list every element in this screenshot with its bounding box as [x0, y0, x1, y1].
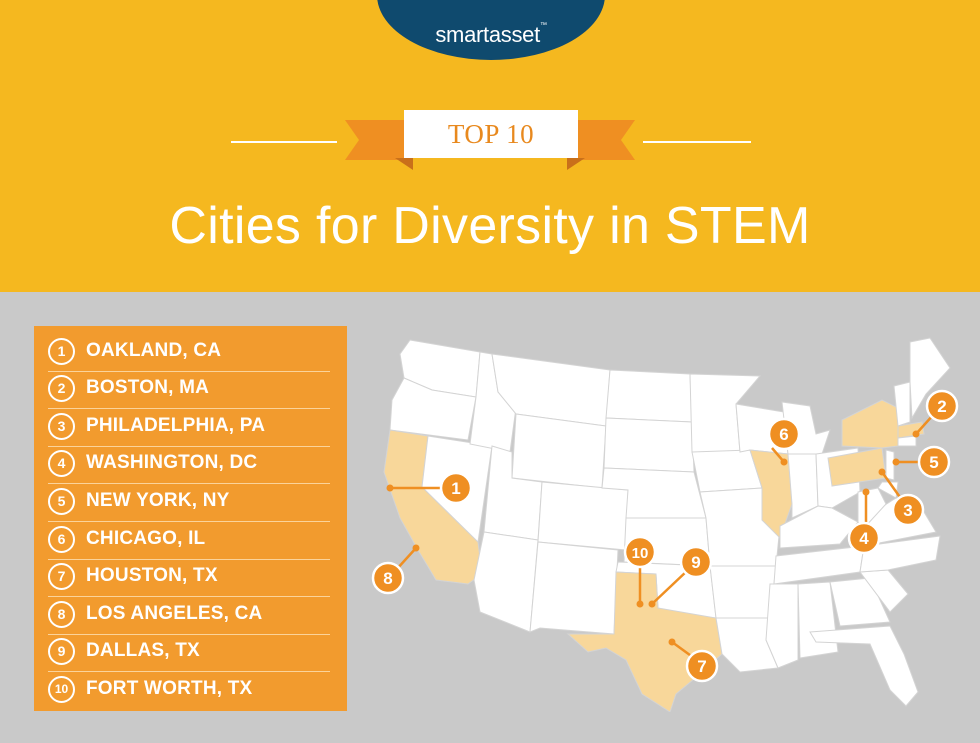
- state-colorado: [537, 481, 629, 551]
- city-name: CHICAGO, IL: [86, 528, 206, 549]
- marker-2: 2: [912, 389, 959, 438]
- list-item: 1 OAKLAND, CA: [48, 334, 330, 372]
- divider: [48, 671, 330, 672]
- list-item: 2 BOSTON, MA: [48, 371, 330, 409]
- list-item: 3 PHILADELPHIA, PA: [48, 409, 330, 447]
- state-new-jersey: [885, 449, 895, 481]
- marker-label: 7: [697, 657, 706, 676]
- city-name: HOUSTON, TX: [86, 565, 218, 586]
- title-rule-right: [643, 141, 751, 143]
- state-wyoming: [511, 413, 607, 489]
- divider: [48, 634, 330, 635]
- marker-9: 9: [648, 545, 713, 608]
- marker-label: 2: [937, 397, 946, 416]
- state-texas: [566, 571, 723, 712]
- header-band: smartasset™ TOP 10 Cities for Diversity …: [0, 0, 980, 292]
- title-rule-left: [231, 141, 337, 143]
- rank-number: 4: [48, 450, 75, 477]
- divider: [48, 559, 330, 560]
- list-item: 9 DALLAS, TX: [48, 634, 330, 672]
- marker-label: 6: [779, 425, 788, 444]
- rank-number: 5: [48, 488, 75, 515]
- city-name: DALLAS, TX: [86, 640, 200, 661]
- trademark-mark: ™: [539, 22, 547, 29]
- city-name: FORT WORTH, TX: [86, 678, 253, 699]
- marker-label: 8: [383, 569, 392, 588]
- state-arizona: [473, 531, 539, 633]
- rank-number: 10: [48, 676, 75, 703]
- divider: [48, 371, 330, 372]
- state-alabama: [797, 581, 839, 659]
- state-tennessee: [773, 545, 865, 585]
- city-name: LOS ANGELES, CA: [86, 603, 263, 624]
- top-10-badge: TOP 10: [404, 110, 578, 158]
- state-florida: [809, 625, 919, 707]
- marker-5: 5: [892, 445, 951, 479]
- list-item: 5 NEW YORK, NY: [48, 484, 330, 522]
- rank-number: 8: [48, 601, 75, 628]
- state-new-york: [841, 399, 899, 449]
- state-new-mexico: [529, 541, 619, 635]
- map-markers: 1 2 3 4: [371, 389, 959, 683]
- state-north-carolina: [859, 535, 941, 573]
- list-item: 4 WASHINGTON, DC: [48, 446, 330, 484]
- rank-number: 2: [48, 375, 75, 402]
- divider: [48, 596, 330, 597]
- state-south-dakota: [603, 417, 695, 473]
- marker-8: 8: [371, 544, 420, 595]
- list-item: 7 HOUSTON, TX: [48, 559, 330, 597]
- marker-label: 1: [451, 479, 460, 498]
- logo-text: smartasset: [435, 22, 540, 47]
- state-connecticut: [897, 435, 917, 447]
- city-name: BOSTON, MA: [86, 377, 210, 398]
- marker-label: 3: [903, 501, 912, 520]
- marker-7: 7: [668, 638, 719, 683]
- marker-label: 10: [632, 545, 649, 562]
- city-name: OAKLAND, CA: [86, 340, 222, 361]
- state-mississippi: [765, 583, 799, 669]
- ranking-list: 1 OAKLAND, CA 2 BOSTON, MA 3 PHILADELPHI…: [34, 326, 347, 711]
- marker-6: 6: [767, 417, 801, 466]
- rank-number: 9: [48, 638, 75, 665]
- marker-1: 1: [386, 471, 473, 505]
- marker-label: 9: [691, 553, 700, 572]
- state-vermont: [893, 381, 911, 427]
- state-arkansas: [709, 565, 777, 619]
- us-map: 1 2 3 4: [371, 337, 959, 712]
- divider: [48, 483, 330, 484]
- state-maine: [909, 337, 951, 420]
- state-north-dakota: [605, 369, 693, 423]
- city-name: NEW YORK, NY: [86, 490, 230, 511]
- smartasset-logo: smartasset™: [377, 22, 605, 48]
- list-item: 10 FORT WORTH, TX: [48, 672, 330, 709]
- divider: [48, 521, 330, 522]
- list-item: 6 CHICAGO, IL: [48, 522, 330, 560]
- ribbon-banner: [345, 120, 635, 170]
- list-item: 8 LOS ANGELES, CA: [48, 597, 330, 635]
- rank-number: 6: [48, 526, 75, 553]
- divider: [48, 446, 330, 447]
- marker-10: 10: [623, 535, 657, 608]
- page-title: Cities for Diversity in STEM: [169, 197, 811, 255]
- divider: [48, 408, 330, 409]
- marker-3: 3: [878, 468, 925, 527]
- marker-4: 4: [847, 488, 881, 555]
- marker-label: 5: [929, 453, 938, 472]
- city-name: PHILADELPHIA, PA: [86, 415, 266, 436]
- rank-number: 3: [48, 413, 75, 440]
- marker-label: 4: [859, 529, 869, 548]
- city-name: WASHINGTON, DC: [86, 452, 258, 473]
- rank-number: 1: [48, 338, 75, 365]
- state-oregon: [389, 377, 477, 441]
- rank-number: 7: [48, 563, 75, 590]
